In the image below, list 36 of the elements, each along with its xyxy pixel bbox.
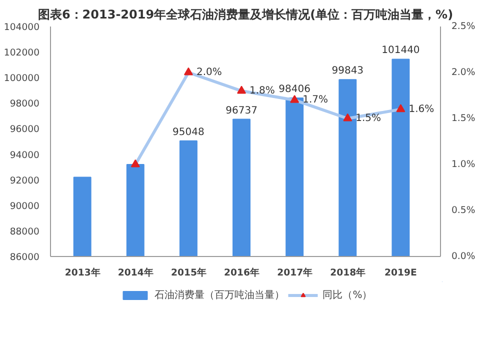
x-tick-label: 2016年 (224, 268, 260, 278)
y-tick-label: 92000 (10, 175, 40, 186)
y2-tick-label: 0.0% (452, 251, 476, 262)
y2-tick-label: 2.0% (452, 67, 476, 78)
chart-title: 图表6：2013-2019年全球石油消费量及增长情况(单位：百万吨油当量，%) (38, 8, 454, 22)
data-label: 95048 (172, 126, 204, 138)
y-tick-label: 104000 (4, 22, 40, 33)
y-tick-label: 90000 (10, 200, 40, 212)
legend-label: 同比（%） (322, 288, 372, 302)
y2-tick-label: 1.5% (452, 113, 476, 124)
y2-tick-label: 1.0% (452, 159, 476, 170)
data-label: 2.0% (196, 67, 222, 78)
legend-label: 石油消费量（百万吨油当量） (154, 288, 285, 302)
data-label: 1.6% (408, 104, 434, 115)
y-tick-label: 88000 (10, 226, 40, 238)
data-label: 1.7% (302, 94, 328, 106)
data-label: 96737 (226, 105, 258, 116)
y2-tick-label: 2.5% (452, 21, 476, 32)
data-label: 1.5% (356, 113, 382, 124)
x-tick-label: 2013年 (64, 268, 100, 278)
x-tick-label: 2019E (384, 268, 417, 278)
y2-tick-label: 0.5% (452, 205, 476, 216)
x-tick-label: 2014年 (118, 268, 153, 278)
y-tick-label: 98000 (10, 98, 40, 110)
x-tick-label: 2018年 (330, 268, 366, 278)
y-tick-label: 86000 (10, 252, 40, 263)
data-label: 98406 (278, 84, 310, 95)
data-label: 101440 (382, 45, 420, 56)
data-label: 99843 (332, 66, 364, 77)
y-tick-label: 96000 (10, 124, 40, 136)
y-tick-label: 94000 (10, 150, 40, 161)
x-tick-label: 2015年 (170, 268, 206, 278)
x-tick-label: 2017年 (277, 268, 312, 278)
y-tick-label: 100000 (4, 73, 40, 84)
y-tick-label: 102000 (4, 48, 40, 59)
data-label: 1.8% (250, 85, 275, 96)
